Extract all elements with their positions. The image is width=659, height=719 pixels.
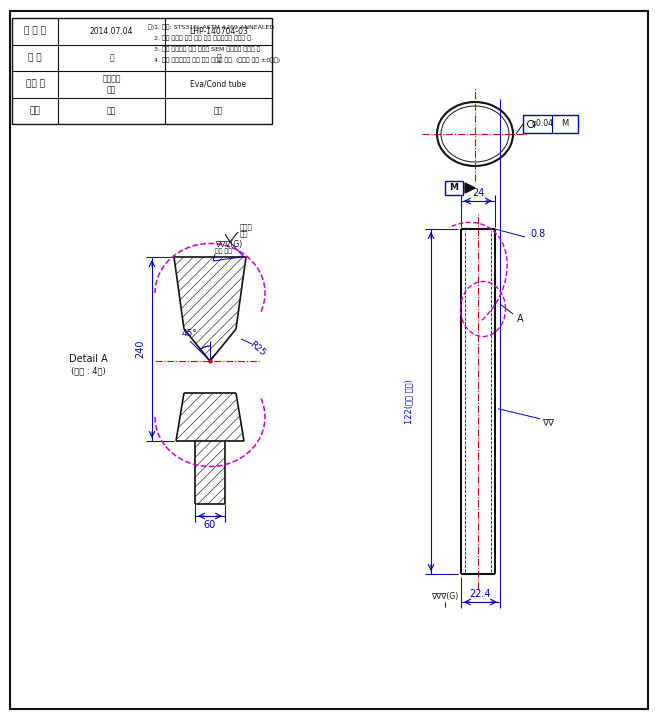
Text: 승 인 목: 승 인 목 xyxy=(24,27,46,36)
Text: ∇∇: ∇∇ xyxy=(542,419,554,429)
Text: R25: R25 xyxy=(247,340,267,358)
Text: LHP-140704-03: LHP-140704-03 xyxy=(189,27,248,36)
Text: 주)1. 재질: STS316L ASTM A269 ANNEALED: 주)1. 재질: STS316L ASTM A269 ANNEALED xyxy=(148,24,274,29)
Text: 설계: 설계 xyxy=(107,106,116,115)
Text: 22.4: 22.4 xyxy=(470,589,492,599)
Text: 24: 24 xyxy=(472,188,484,198)
Bar xyxy=(445,181,463,195)
Text: 2. 관내 이물질 없이 관내 내경 니버라이징 처리할 것.: 2. 관내 이물질 없이 관내 내경 니버라이징 처리할 것. xyxy=(148,35,253,40)
Polygon shape xyxy=(465,183,475,193)
Text: 품명: 품명 xyxy=(30,106,40,115)
Text: 지정: 지정 xyxy=(240,231,248,237)
Text: Eva/Cond tube: Eva/Cond tube xyxy=(190,80,246,88)
Text: M: M xyxy=(561,119,569,129)
Text: Detail A: Detail A xyxy=(69,354,107,364)
Text: 거칠기: 거칠기 xyxy=(240,224,253,230)
Bar xyxy=(12,18,272,124)
Text: 관내 내경: 관내 내경 xyxy=(215,248,232,254)
Text: 일: 일 xyxy=(109,53,114,63)
Text: 도 번: 도 번 xyxy=(28,53,42,63)
Bar xyxy=(523,115,578,133)
Text: 도명 목: 도명 목 xyxy=(26,80,45,88)
Text: 4. 기타 요구사항은 상세 도면 기준을 따름. (가공면 조도 ±0이상): 4. 기타 요구사항은 상세 도면 기준을 따름. (가공면 조도 ±0이상) xyxy=(148,57,280,63)
Text: φ0.04: φ0.04 xyxy=(532,119,554,129)
Text: 2014.07.04: 2014.07.04 xyxy=(90,27,133,36)
Text: 다이아프
레임: 다이아프 레임 xyxy=(102,75,121,94)
Text: 122(관의 거경): 122(관의 거경) xyxy=(405,379,413,424)
Text: ∇∇∇(G): ∇∇∇(G) xyxy=(432,592,459,600)
Text: ∇∇∇(G): ∇∇∇(G) xyxy=(215,240,243,249)
Text: 45°: 45° xyxy=(182,329,198,337)
Text: (확대 : 4배): (확대 : 4배) xyxy=(71,367,105,375)
Text: M: M xyxy=(449,183,459,193)
Text: 자: 자 xyxy=(216,53,221,63)
Text: 3. 전해 연마이후 내경 상태를 SEM 측정으로 확인할 것.: 3. 전해 연마이후 내경 상태를 SEM 측정으로 확인할 것. xyxy=(148,46,262,52)
Text: 검토: 검토 xyxy=(214,106,223,115)
Text: 240: 240 xyxy=(135,340,145,358)
Text: 0.8: 0.8 xyxy=(530,229,545,239)
Text: 60: 60 xyxy=(204,520,216,530)
Text: A: A xyxy=(517,314,523,324)
